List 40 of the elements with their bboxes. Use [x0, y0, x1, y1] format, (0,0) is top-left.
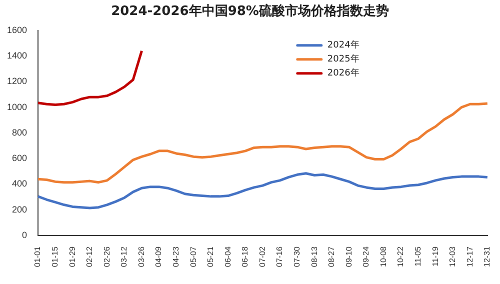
x-tick-label: 08-27 — [327, 246, 336, 268]
x-tick-label: 01-15 — [50, 246, 60, 268]
x-tick-label: 11-19 — [430, 246, 440, 266]
x-tick-label: 09-10 — [344, 246, 354, 268]
x-tick-label: 07-16 — [275, 246, 284, 268]
x-tick-label: 03-12 — [120, 246, 129, 268]
x-tick-label: 01-29 — [68, 246, 77, 268]
x-tick-label: 06-18 — [240, 246, 250, 268]
y-tick-label: 1000 — [6, 102, 28, 112]
legend-label: 2026年 — [327, 68, 360, 79]
chart-title: 2024-2026年中国98%硫酸市场价格指数走势 — [110, 2, 390, 21]
x-tick-label: 12-03 — [448, 246, 458, 268]
x-tick-label: 07-02 — [258, 246, 267, 268]
x-tick-label: 12-31 — [482, 246, 492, 268]
x-tick-label: 10-08 — [378, 246, 388, 268]
y-tick-label: 1400 — [6, 50, 28, 61]
legend-label: 2025年 — [327, 54, 360, 65]
x-tick-label: 09-24 — [362, 246, 371, 268]
y-tick-label: 200 — [12, 204, 28, 214]
x-tick-label: 06-04 — [223, 246, 232, 268]
y-tick-label: 600 — [12, 153, 28, 164]
x-tick-label: 02-12 — [85, 246, 94, 268]
x-tick-label: 04-09 — [154, 246, 164, 268]
y-tick-label: 0 — [22, 230, 28, 240]
y-tick-label: 800 — [12, 127, 28, 138]
x-tick-label: 01-01 — [33, 246, 42, 268]
y-tick-label: 1600 — [6, 24, 28, 35]
x-tick-label: 04-23 — [171, 246, 180, 268]
x-tick-label: 10-22 — [396, 246, 406, 268]
x-tick-label: 02-26 — [102, 246, 112, 268]
x-tick-label: 03-26 — [136, 246, 146, 268]
y-tick-label: 1200 — [6, 76, 28, 86]
x-tick-label: 07-30 — [292, 246, 302, 268]
x-tick-label: 11-05 — [413, 246, 422, 266]
x-tick-label: 12-17 — [465, 246, 474, 268]
x-tick-label: 05-21 — [206, 246, 216, 268]
x-tick-label: 08-13 — [310, 246, 319, 268]
legend-label: 2024年 — [327, 40, 360, 51]
x-tick-label: 05-07 — [188, 246, 198, 268]
y-tick-label: 400 — [12, 178, 28, 189]
